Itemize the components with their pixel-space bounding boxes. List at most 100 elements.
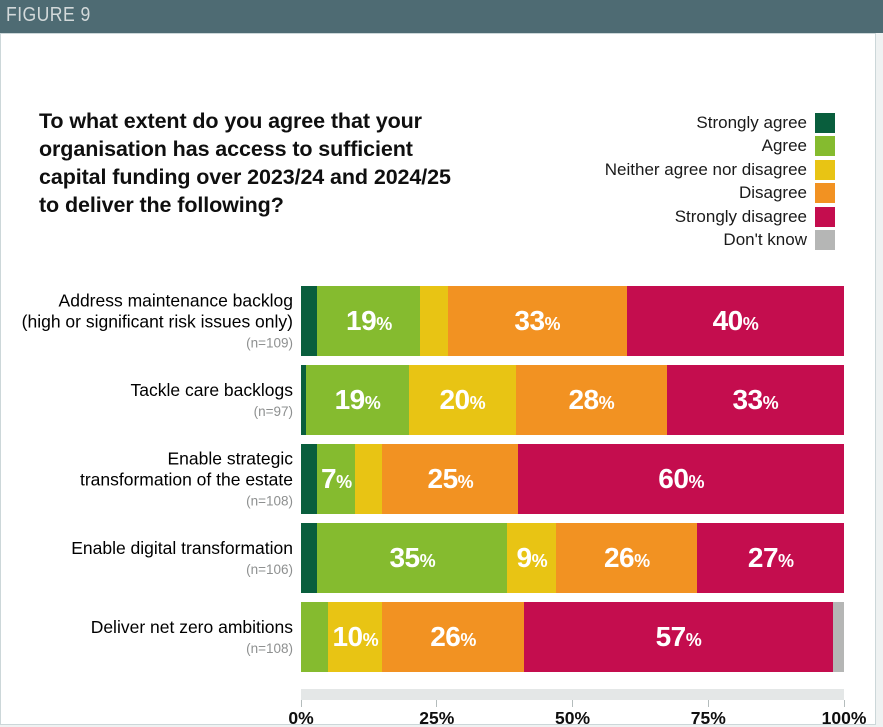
segment-value-label: 19% — [346, 305, 392, 337]
segment-value-number: 19 — [334, 384, 366, 415]
chart-title-line: To what extent do you agree that your — [39, 109, 422, 133]
percent-sign: % — [634, 551, 650, 571]
legend-swatch-neither — [815, 159, 835, 180]
segment-value-label: 7% — [321, 463, 352, 495]
segment-value-label: 35% — [389, 542, 435, 574]
legend-swatch-strongly_disagree — [815, 206, 835, 227]
bar-segment-strongly_agree — [301, 365, 307, 435]
category-label: Enable digital transformation (n=106) — [1, 538, 293, 578]
percent-sign: % — [457, 472, 474, 492]
bar-segment-disagree: 26% — [556, 523, 698, 593]
category-label-line: Enable strategic — [167, 448, 294, 469]
segment-value-label: 19% — [335, 384, 381, 416]
legend-item-dont_know: Don't know — [605, 229, 835, 253]
x-axis-tick-mark — [436, 700, 438, 707]
segment-value-number: 19 — [346, 305, 377, 336]
sample-size-label: (n=109) — [246, 335, 293, 351]
bar-rows: Address maintenance backlog (high or sign… — [1, 286, 883, 681]
bar-segment-strongly_agree — [301, 286, 318, 356]
legend: Strongly agree Agree Neither agree nor dis… — [605, 111, 835, 252]
sample-size-label: (n=108) — [246, 493, 293, 509]
segment-value-label: 28% — [568, 384, 614, 416]
figure-header-bar: FIGURE 9 — [0, 0, 883, 33]
segment-value-label: 10% — [332, 621, 378, 653]
stacked-bar: 19% 33% 40% — [301, 286, 845, 356]
chart-title-line: capital funding over 2023/24 and 2024/25 — [39, 165, 451, 189]
category-label: Tackle care backlogs (n=97) — [1, 380, 293, 420]
x-axis-tick-mark — [572, 700, 573, 707]
segment-value-number: 25 — [427, 463, 459, 494]
bar-segment-neither: 10% — [328, 602, 383, 672]
bar-segment-agree: 19% — [317, 286, 421, 356]
bar-segment-neither: 9% — [507, 523, 557, 593]
stacked-bar: 35% 9% 26% 27% — [301, 523, 845, 593]
segment-value-label: 33% — [514, 305, 560, 337]
x-axis-tick-label: 50% — [554, 708, 591, 727]
bar-segment-dont_know — [833, 602, 845, 672]
segment-value-label: 27% — [748, 542, 794, 574]
category-label-line: Address maintenance backlog — [58, 290, 293, 311]
segment-value-number: 60 — [658, 463, 689, 494]
bar-segment-disagree: 28% — [516, 365, 667, 435]
x-axis-tick-label: 0% — [288, 708, 314, 727]
bar-segment-agree — [301, 602, 329, 672]
bar-segment-agree: 35% — [317, 523, 508, 593]
sample-size-label: (n=97) — [253, 404, 293, 419]
category-label: Enable strategic transformation of the es… — [1, 449, 293, 510]
stacked-bar: 7% 25% 60% — [301, 444, 845, 514]
legend-item-strongly_agree: Strongly agree — [605, 111, 835, 135]
percent-sign: % — [685, 630, 702, 650]
percent-sign: % — [531, 551, 548, 571]
percent-sign: % — [364, 393, 381, 413]
chart-title-line: to deliver the following? — [39, 193, 284, 217]
segment-value-number: 9 — [516, 542, 532, 573]
x-axis-tick-mark — [707, 700, 709, 707]
segment-value-number: 33 — [514, 305, 545, 336]
chart-row-5: Deliver net zero ambitions (n=108) 10% 26% 5… — [1, 602, 883, 672]
stacked-bar: 19% 20% 28% 33% — [301, 365, 845, 435]
segment-value-number: 35 — [389, 542, 420, 573]
x-axis-tick-label: 25% — [419, 708, 455, 727]
segment-value-number: 28 — [568, 384, 599, 415]
segment-value-number: 27 — [747, 542, 779, 573]
legend-label: Strongly disagree — [674, 206, 807, 226]
segment-value-number: 40 — [712, 305, 744, 336]
x-axis-tick-label: 75% — [690, 708, 726, 727]
figure-number-label: FIGURE 9 — [6, 4, 91, 26]
legend-label: Neither agree nor disagree — [604, 159, 807, 179]
percent-sign: % — [419, 551, 436, 571]
percent-sign: % — [598, 393, 615, 413]
segment-value-label: 26% — [430, 621, 476, 653]
category-label-line: transformation of the estate — [79, 469, 293, 490]
legend-swatch-agree — [815, 136, 835, 157]
segment-value-number: 20 — [439, 384, 470, 415]
chart-row-1: Address maintenance backlog (high or sign… — [1, 286, 883, 356]
segment-value-label: 25% — [428, 463, 474, 495]
bar-segment-disagree: 33% — [447, 286, 627, 356]
x-axis: 0% 25% 50% 75% 100% — [288, 689, 866, 727]
segment-value-number: 26 — [603, 542, 635, 573]
category-label-line: Enable digital transformation — [71, 538, 293, 558]
chart-row-3: Enable strategic transformation of the es… — [1, 444, 883, 514]
segment-value-number: 33 — [732, 384, 763, 415]
percent-sign: % — [762, 393, 779, 413]
bar-segment-disagree: 26% — [382, 602, 524, 672]
segment-value-label: 9% — [516, 542, 547, 574]
segment-value-number: 26 — [430, 621, 461, 652]
x-axis-track — [301, 689, 844, 700]
legend-item-disagree: Disagree — [605, 182, 835, 206]
bar-segment-neither: 20% — [408, 365, 517, 435]
bar-segment-strongly_disagree: 27% — [697, 523, 845, 593]
segment-value-label: 26% — [604, 542, 650, 574]
x-axis-tick-label: 100% — [821, 708, 867, 727]
segment-value-number: 57 — [655, 621, 687, 652]
chart-title-line: organisation has access to sufficient — [39, 137, 413, 161]
segment-value-number: 10 — [332, 621, 363, 652]
category-label: Deliver net zero ambitions (n=108) — [1, 617, 293, 657]
bar-segment-strongly_agree — [301, 523, 318, 593]
percent-sign: % — [460, 630, 476, 650]
category-label: Address maintenance backlog (high or sign… — [1, 291, 293, 352]
legend-item-agree: Agree — [605, 135, 835, 159]
chart-row-2: Tackle care backlogs (n=97) 19% 20% 28% 33% — [1, 365, 883, 435]
bar-segment-neither — [420, 286, 448, 356]
